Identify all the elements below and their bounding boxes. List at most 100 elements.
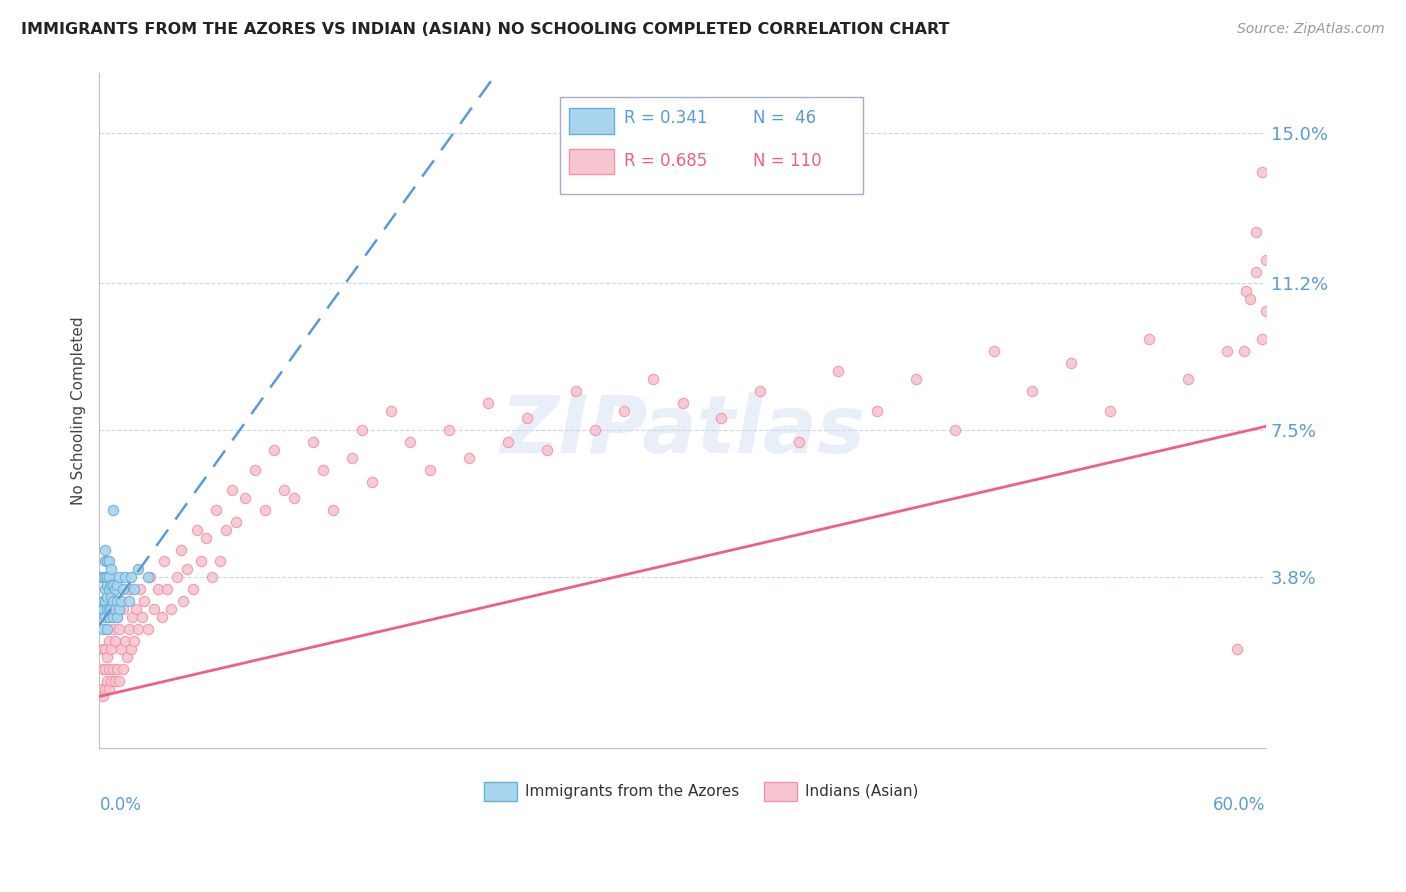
Point (360, 475, 382, 489)
Point (139, 570, 162, 584)
Point (134, 594, 156, 608)
Bar (569, 108, 614, 134)
Point (273, 483, 295, 497)
Point (90, 681, 112, 696)
Point (98, 602, 121, 616)
Point (201, 570, 224, 584)
Point (96, 649, 118, 664)
Point (105, 610, 128, 624)
Point (224, 515, 246, 529)
Point (129, 582, 152, 597)
Point (208, 554, 231, 568)
Text: ZIPatlas: ZIPatlas (501, 392, 865, 470)
Point (380, 403, 402, 417)
Point (322, 503, 344, 517)
Point (904, 372, 927, 386)
Point (114, 633, 136, 648)
Point (263, 443, 285, 458)
Point (710, 411, 733, 425)
Text: N =  46: N = 46 (752, 109, 815, 128)
Point (205, 503, 228, 517)
Point (91, 594, 114, 608)
Point (98, 610, 121, 624)
Point (787, 435, 810, 450)
Point (1244, 225, 1267, 239)
Point (101, 578, 124, 592)
Point (100, 562, 122, 576)
Point (114, 570, 136, 584)
Point (108, 673, 131, 688)
Point (131, 610, 153, 624)
Point (253, 503, 276, 517)
Point (91, 622, 114, 636)
Point (221, 483, 243, 497)
Point (1177, 372, 1199, 386)
Point (96, 622, 118, 636)
Point (564, 384, 586, 398)
Point (136, 622, 159, 636)
Text: 60.0%: 60.0% (1213, 796, 1265, 814)
Point (90, 602, 112, 616)
Point (91, 690, 114, 704)
Point (101, 503, 124, 517)
Point (96, 554, 118, 568)
Point (1099, 403, 1122, 417)
Point (120, 570, 142, 584)
Point (1137, 332, 1160, 346)
Point (100, 641, 122, 656)
Point (749, 384, 772, 398)
Point (176, 562, 198, 576)
Point (457, 451, 479, 466)
Point (121, 610, 143, 624)
Point (1244, 264, 1267, 278)
Point (1021, 384, 1043, 398)
Point (1239, 293, 1261, 307)
Point (1226, 641, 1249, 656)
Point (105, 662, 128, 676)
Point (98, 662, 121, 676)
Point (215, 523, 238, 537)
Point (190, 554, 212, 568)
Point (117, 622, 139, 636)
Point (96, 602, 118, 616)
Point (1233, 343, 1256, 358)
Point (94, 610, 117, 624)
Point (98, 554, 121, 568)
Point (100, 578, 122, 592)
Point (127, 622, 149, 636)
Point (117, 582, 139, 597)
Point (111, 582, 134, 597)
Point (94, 681, 117, 696)
Point (136, 570, 159, 584)
Point (120, 641, 142, 656)
Point (98, 633, 121, 648)
Point (170, 542, 193, 557)
Point (101, 662, 124, 676)
Point (111, 662, 134, 676)
Point (100, 590, 122, 604)
Point (125, 602, 148, 616)
Point (312, 463, 335, 477)
Point (91, 641, 114, 656)
Text: Source: ZipAtlas.com: Source: ZipAtlas.com (1237, 22, 1385, 37)
Bar (569, 149, 614, 174)
Point (340, 451, 363, 466)
Point (160, 602, 183, 616)
Point (94, 554, 117, 568)
Point (943, 423, 966, 437)
Point (104, 633, 127, 648)
Y-axis label: No Schooling Completed: No Schooling Completed (72, 317, 86, 505)
Point (94, 582, 117, 597)
Point (98, 570, 121, 584)
Point (302, 435, 325, 450)
Point (866, 403, 889, 417)
Text: IMMIGRANTS FROM THE AZORES VS INDIAN (ASIAN) NO SCHOOLING COMPLETED CORRELATION : IMMIGRANTS FROM THE AZORES VS INDIAN (AS… (21, 22, 949, 37)
Point (496, 435, 519, 450)
Text: R = 0.341: R = 0.341 (624, 109, 707, 128)
Point (283, 491, 305, 505)
Point (96, 590, 118, 604)
Point (127, 562, 149, 576)
Point (94, 641, 117, 656)
Point (142, 602, 165, 616)
Point (105, 578, 128, 592)
